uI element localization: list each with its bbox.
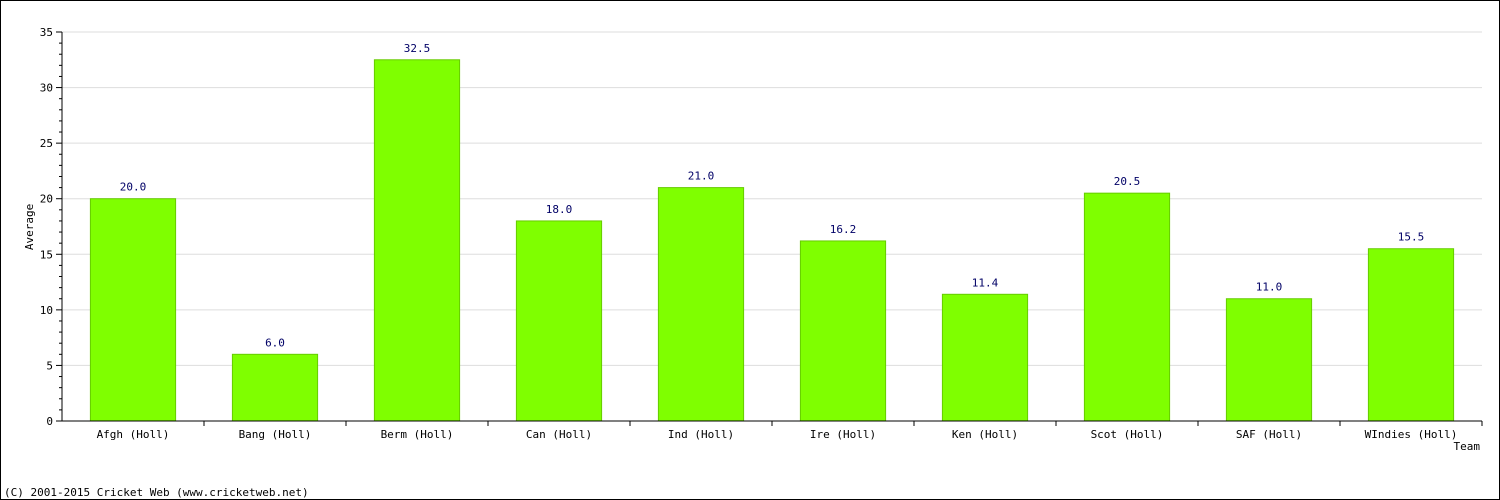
x-tick-label: Ind (Holl): [668, 428, 734, 441]
value-label: 15.5: [1398, 231, 1425, 244]
x-tick-label: Afgh (Holl): [97, 428, 170, 441]
value-label: 16.2: [830, 223, 857, 236]
value-label: 6.0: [265, 336, 285, 349]
y-tick-label: 25: [40, 137, 53, 150]
y-tick-label: 10: [40, 304, 53, 317]
x-axis-title: Team: [1454, 440, 1481, 453]
y-tick-label: 5: [46, 359, 53, 372]
y-axis-title: Average: [23, 204, 36, 250]
x-tick-label: Ire (Holl): [810, 428, 876, 441]
copyright-footer: (C) 2001-2015 Cricket Web (www.cricketwe…: [4, 486, 309, 499]
bars: [89, 59, 1455, 422]
y-tick-label: 35: [40, 26, 53, 39]
x-tick-label: Scot (Holl): [1091, 428, 1164, 441]
grid-lines: [62, 31, 1482, 366]
y-tick-label: 30: [40, 82, 53, 95]
bar: [1367, 248, 1455, 422]
x-tick-label: SAF (Holl): [1236, 428, 1302, 441]
x-tick-label: Bang (Holl): [239, 428, 312, 441]
value-label: 20.5: [1114, 175, 1141, 188]
value-label: 11.4: [972, 276, 999, 289]
x-tick-label: WIndies (Holl): [1365, 428, 1458, 441]
bar: [373, 59, 461, 422]
x-axis-ticks: Afgh (Holl) Bang (Holl) Berm (Holl) Can (Ho…: [97, 421, 1483, 441]
value-labels: 20.0 6.0 32.5 18.0 21.0 16.2 11.4 20.5 11.0 15.5: [120, 42, 1425, 350]
x-tick-label: Berm (Holl): [381, 428, 454, 441]
bar: [941, 293, 1029, 422]
y-tick-label: 0: [46, 415, 53, 428]
value-label: 21.0: [688, 170, 715, 183]
x-tick-label: Ken (Holl): [952, 428, 1018, 441]
bar: [657, 187, 745, 422]
bar: [231, 353, 319, 422]
x-tick-label: Can (Holl): [526, 428, 592, 441]
value-label: 32.5: [404, 42, 431, 55]
value-label: 18.0: [546, 203, 573, 216]
bar: [1225, 298, 1313, 422]
value-label: 20.0: [120, 181, 147, 194]
value-label: 11.0: [1256, 281, 1283, 294]
y-tick-label: 20: [40, 193, 53, 206]
y-tick-label: 15: [40, 248, 53, 261]
bar: [799, 240, 887, 422]
bar: [89, 198, 177, 422]
bar: [1083, 192, 1171, 422]
y-axis-ticks: 0 5 10 15 20 25 30 35: [40, 26, 62, 428]
bar: [515, 220, 603, 422]
